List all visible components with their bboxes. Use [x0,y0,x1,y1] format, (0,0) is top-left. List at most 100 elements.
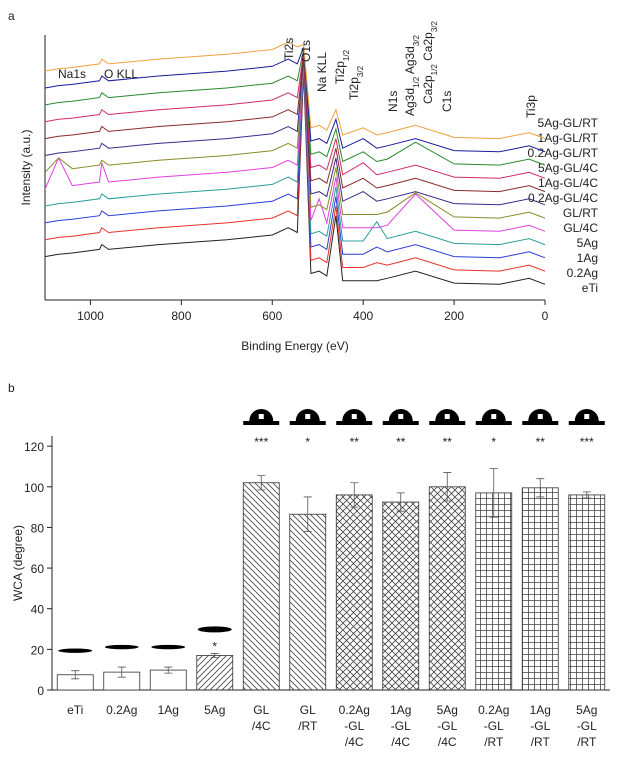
significance: *** [254,435,268,449]
droplet [151,644,186,650]
x-tick-label-line: 5Ag [204,703,225,717]
bar [196,655,234,691]
x-tick-label-line: /RT [484,735,504,749]
annotation-part: 1/2 [412,76,421,88]
x-tick-label-line: 1Ag [390,703,411,717]
x-tick-label-line: 1Ag [530,703,551,717]
droplet-highlight [491,414,497,419]
significance: * [212,639,217,653]
peak-annotation: Ti2p3/2 [347,65,365,100]
annotation-part: Ag3d [403,46,417,77]
peak-annotation: N1s [386,91,400,112]
x-tick-label-line: -GL [391,719,411,733]
x-tick-label-line: /4C [391,735,410,749]
series-label: 1Ag-GL/RT [538,131,599,145]
x-tick-label-line: GL [300,703,316,717]
x-tick-label-line: -GL [484,719,504,733]
significance: ** [350,435,360,449]
x-tick-label-line: -GL [577,719,597,733]
droplet-highlight [584,414,590,419]
peak-annotation: Ag3d1/2 Ag3d3/2 [403,34,421,116]
droplet [197,626,232,633]
spectrum-line [44,46,546,153]
annotation-part: O KLL [104,67,138,81]
x-tick-label: 0.2Ag -GL/4C [339,703,370,749]
x-tick-label: 400 [353,309,373,323]
significance: * [491,435,496,449]
annotation-part: Ti2p [333,61,347,84]
y-tick-label: 0 [37,684,44,698]
peak-annotation: Ca2p1/2 Ca2p3/2 [421,20,439,104]
annotation-part: Na KLL [315,52,329,92]
error-bar [210,653,219,658]
error-bar [582,491,591,499]
spectrum-line [44,54,546,193]
spectrum-line [44,61,546,232]
x-tick-label-line: -GL [530,719,550,733]
x-tick-label-line: /4C [252,719,271,733]
droplet [58,648,93,653]
annotation-part: Ca2p [421,75,435,104]
spectrum-line [44,59,546,219]
x-tick-label: eTi [67,703,83,717]
series-label: GL/4C [563,221,598,235]
spectrum-line [44,49,546,166]
bar [521,487,559,691]
panel-label: a [8,9,15,23]
series-label: 1Ag-GL/4C [538,176,598,190]
annotation-part: 1/2 [342,49,351,61]
x-tick-label-line: /4C [345,735,364,749]
peak-annotation: O KLL [104,67,138,81]
droplet-highlight [351,414,357,419]
spectrum-line [44,56,546,206]
annotation-part: 3/2 [356,65,365,77]
peak-annotation: Na1s [58,67,86,81]
error-bar [71,670,80,680]
x-tick-label: 1Ag [158,703,179,717]
significance: *** [580,435,594,449]
peak-annotation: Na KLL [315,52,329,92]
annotation-part: 3/2 [412,34,421,46]
x-tick-label: 5Ag [204,703,225,717]
y-tick-label: 40 [31,603,45,617]
series-label: 0.2Ag-GL/4C [528,191,598,205]
significance: ** [536,435,546,449]
x-tick-label: 5Ag -GL/4C [437,703,458,749]
spectrum-line [44,63,546,246]
y-tick-label: 60 [31,562,45,576]
x-tick-label: 800 [171,309,191,323]
bar [568,494,606,691]
bar [382,501,420,691]
error-bar [350,482,359,508]
series-label: 5Ag-GL/4C [538,161,598,175]
droplet-highlight [305,414,311,419]
annotation-part: Ag3d [403,88,417,116]
x-tick-label-line: /RT [577,735,597,749]
x-tick-label: 1Ag -GL/4C [390,703,411,749]
droplet-highlight [258,414,264,419]
y-tick-label: 100 [24,481,44,495]
error-bar [443,472,452,502]
annotation-part: 1/2 [430,64,439,76]
significance: ** [443,435,453,449]
x-tick-label-line: 0.2Ag [106,703,137,717]
error-bar [164,666,173,674]
y-tick-label: 120 [24,440,44,454]
series-label: 0.2Ag-GL/RT [528,146,599,160]
x-tick-label-line: GL [253,703,269,717]
annotation-part: Ti3p [524,95,538,118]
x-tick-label: 1000 [77,309,104,323]
y-axis-label: WCA (degree) [11,525,25,601]
peak-annotation: Ti3p [524,95,538,118]
x-tick-label: GL/RT [298,703,318,733]
x-tick-label-line: eTi [67,703,83,717]
droplet-highlight [398,414,404,419]
annotation-part: Ti2s [282,38,296,60]
x-tick-label-line: 5Ag [437,703,458,717]
significance: ** [396,435,406,449]
droplet-highlight [444,414,450,419]
x-tick-label: 0.2Ag -GL/RT [478,703,509,749]
y-tick-label: 80 [31,521,45,535]
x-tick-label: 600 [262,309,282,323]
